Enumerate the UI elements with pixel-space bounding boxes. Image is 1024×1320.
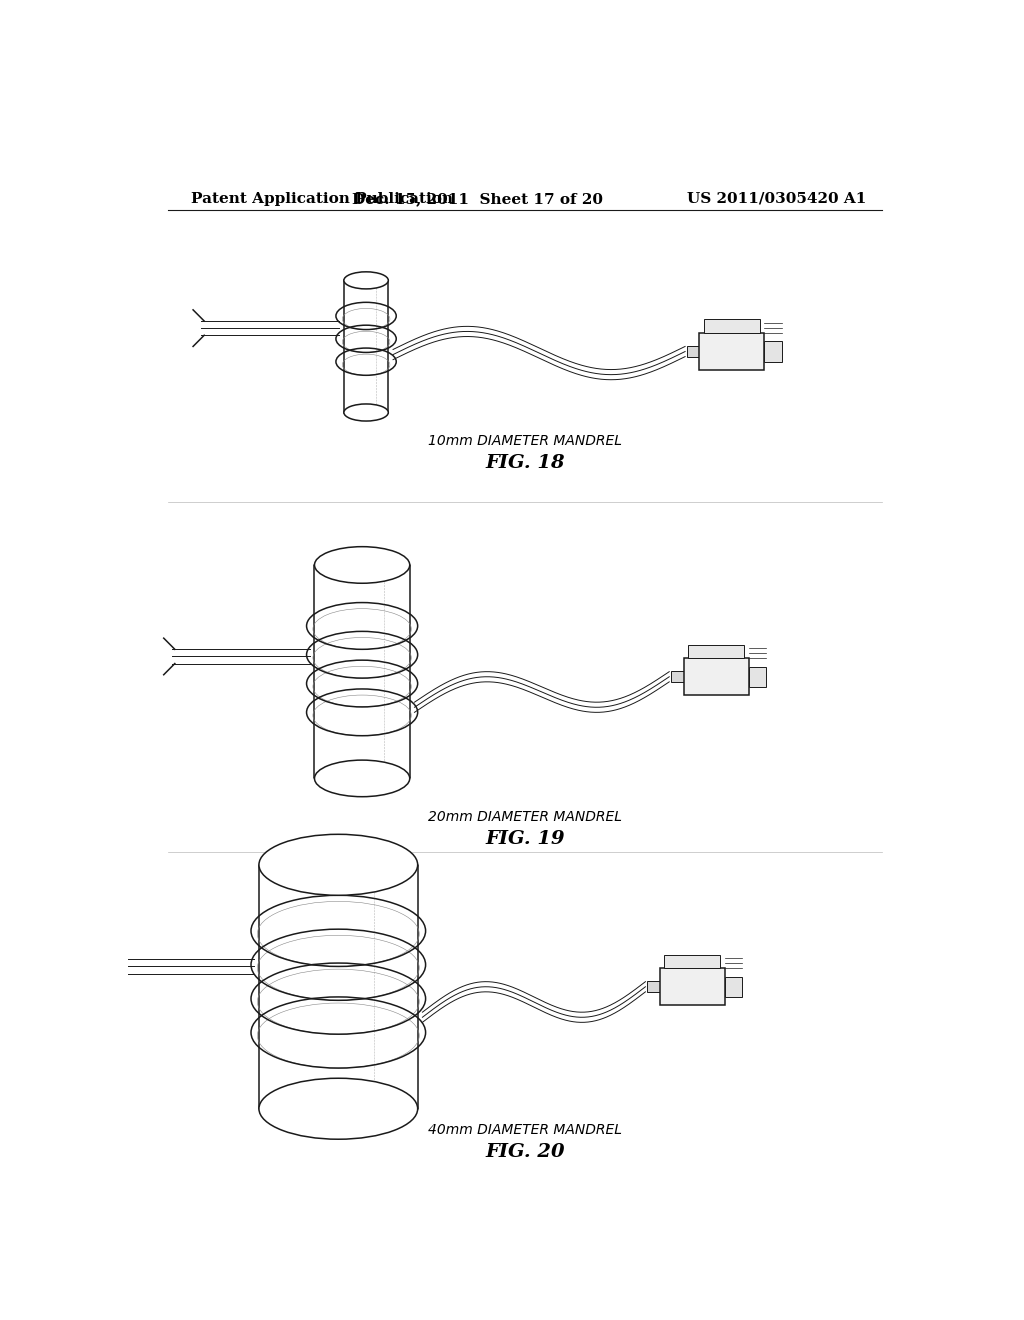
Text: 10mm DIAMETER MANDREL: 10mm DIAMETER MANDREL <box>428 434 622 447</box>
Bar <box>671 671 684 682</box>
Ellipse shape <box>344 404 388 421</box>
Bar <box>765 342 782 362</box>
Bar <box>659 969 725 1005</box>
Text: 20mm DIAMETER MANDREL: 20mm DIAMETER MANDREL <box>428 810 622 824</box>
Bar <box>725 977 742 997</box>
Text: Patent Application Publication: Patent Application Publication <box>191 191 454 206</box>
Text: 40mm DIAMETER MANDREL: 40mm DIAMETER MANDREL <box>428 1123 622 1137</box>
Text: FIG. 19: FIG. 19 <box>485 830 564 849</box>
Bar <box>749 667 766 686</box>
Bar <box>687 346 699 358</box>
Bar <box>688 644 743 659</box>
Bar <box>684 659 749 696</box>
Bar <box>665 954 720 969</box>
Text: FIG. 18: FIG. 18 <box>485 454 564 473</box>
Ellipse shape <box>344 272 388 289</box>
Bar <box>705 319 760 333</box>
Text: Dec. 15, 2011  Sheet 17 of 20: Dec. 15, 2011 Sheet 17 of 20 <box>351 191 603 206</box>
Ellipse shape <box>259 834 418 895</box>
Text: US 2011/0305420 A1: US 2011/0305420 A1 <box>687 191 866 206</box>
Ellipse shape <box>314 760 410 797</box>
Ellipse shape <box>314 546 410 583</box>
Ellipse shape <box>259 1078 418 1139</box>
Bar <box>699 333 765 370</box>
Text: FIG. 20: FIG. 20 <box>485 1143 564 1162</box>
Bar <box>647 981 659 993</box>
